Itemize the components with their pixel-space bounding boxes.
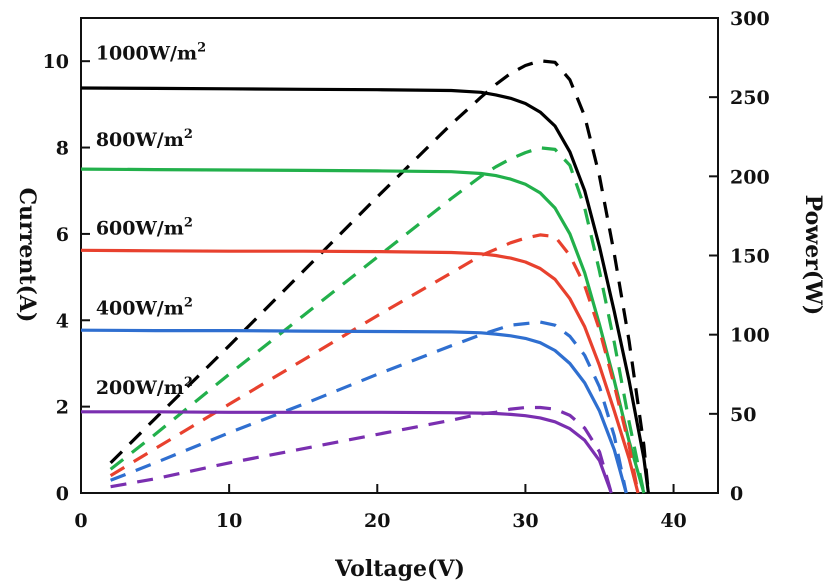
left-tick-label: 6 [56,224,69,246]
power-curve-line [109,233,640,494]
left-tick-label: 0 [56,483,69,505]
left-tick-label: 10 [43,51,69,73]
left-tick-label: 4 [56,310,69,332]
left-tick-label: 8 [56,138,69,160]
x-axis-ticks: 0 10 20 30 40 [74,484,687,532]
right-tick-label: 100 [730,325,770,347]
right-tick-label: 250 [730,87,770,109]
power-curve-line [109,59,650,494]
current-curve-line [80,248,640,494]
power-curve-line [110,320,628,494]
current-curve-line [80,167,646,494]
power-curve-line [109,146,646,494]
irradiance-labels: 1000W/m2 800W/m2 600W/m2 400W/m2 200W/m2 [96,41,206,400]
x-tick-label: 0 [74,510,87,532]
irradiance-label: 1000W/m2 [96,41,206,65]
right-tick-label: 200 [730,166,770,188]
irradiance-label: 200W/m2 [96,375,193,399]
current-curve-line [80,86,650,494]
x-axis-title: Voltage(V) [334,556,465,582]
x-tick-label: 40 [660,510,686,532]
power-curve-line [110,405,613,494]
irradiance-label: 800W/m2 [96,127,193,151]
left-axis-ticks: 0 2 4 6 8 10 [43,51,90,505]
right-tick-label: 50 [730,404,756,426]
x-tick-label: 30 [512,510,538,532]
right-tick-label: 150 [730,246,770,268]
right-axis-title: Power(W) [800,195,826,316]
x-tick-label: 20 [364,510,390,532]
current-curve-line [80,328,628,494]
right-tick-label: 0 [730,483,743,505]
x-tick-label: 10 [216,510,242,532]
irradiance-label: 600W/m2 [96,215,193,239]
irradiance-label: 400W/m2 [96,295,193,319]
left-axis-title: Current(A) [14,188,40,323]
right-tick-label: 300 [730,8,770,30]
current-curve-line [81,410,613,494]
series-layer [80,59,650,494]
right-axis-ticks: 0 50 100 150 200 250 300 [709,8,770,505]
left-tick-label: 2 [56,397,69,419]
